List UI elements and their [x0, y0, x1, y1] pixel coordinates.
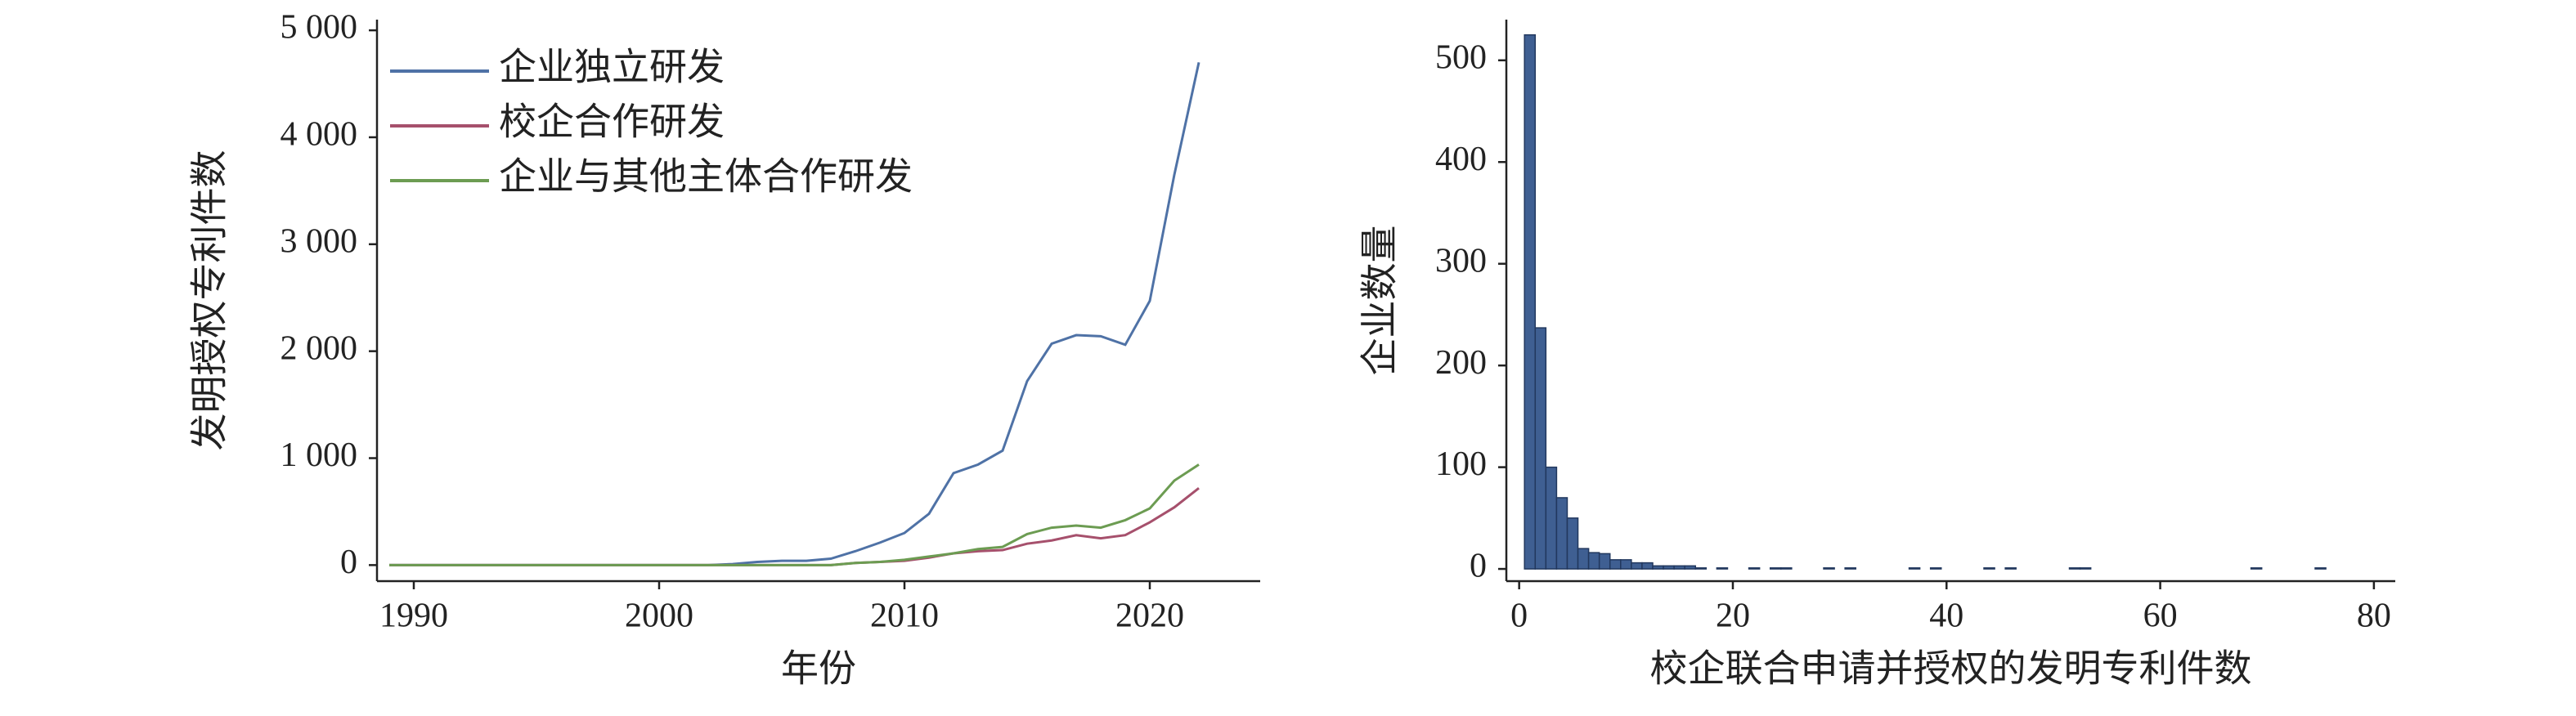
bar [2004, 567, 2017, 570]
y-tick-label: 4 000 [280, 116, 358, 154]
bar [1545, 466, 1558, 570]
y-tick-label: 2 000 [280, 329, 358, 367]
bar [1663, 565, 1675, 570]
bar [1684, 565, 1696, 570]
y-tick-label: 0 [1470, 548, 1487, 585]
bar [1566, 517, 1579, 570]
y-axis-label: 企业数量 [1359, 226, 1401, 376]
y-tick-label: 1 000 [280, 436, 358, 474]
y-tick-label: 500 [1435, 38, 1487, 76]
legend-label: 企业与其他主体合作研发 [499, 156, 913, 198]
x-tick-label: 2020 [1115, 597, 1184, 635]
x-axis-label: 年份 [781, 648, 856, 690]
y-tick-label: 200 [1435, 344, 1487, 382]
bar [1673, 565, 1685, 570]
y-tick-label: 100 [1435, 445, 1487, 483]
bar [1929, 567, 1942, 570]
bar [1780, 567, 1793, 570]
y-tick-label: 400 [1435, 141, 1487, 178]
bar [1908, 567, 1921, 570]
bar [2079, 567, 2092, 570]
bar [1577, 548, 1590, 570]
x-tick-label: 0 [1510, 597, 1528, 635]
bar [1844, 567, 1856, 570]
bar [1524, 34, 1537, 570]
x-tick-label: 60 [2143, 597, 2178, 635]
bar [1609, 559, 1622, 570]
bar [1555, 497, 1568, 570]
bar [2068, 567, 2081, 570]
bar [2250, 567, 2263, 570]
bar [1748, 567, 1761, 570]
bar [1983, 567, 1995, 570]
legend-label: 企业独立研发 [499, 47, 725, 88]
x-tick-label: 40 [1929, 597, 1963, 635]
x-tick-label: 80 [2357, 597, 2391, 635]
x-tick-label: 2010 [870, 597, 939, 635]
legend-label: 校企合作研发 [499, 101, 725, 143]
bar [1598, 553, 1611, 570]
y-tick-label: 0 [340, 544, 357, 581]
bar [2314, 567, 2327, 570]
bar [1641, 562, 1654, 570]
bar [1694, 567, 1708, 570]
bar [1823, 567, 1835, 570]
y-tick-label: 3 000 [280, 222, 358, 260]
bar [1631, 562, 1643, 570]
series-line [389, 463, 1200, 566]
y-tick-label: 5 000 [280, 9, 358, 47]
bar [1587, 552, 1600, 570]
x-tick-label: 1990 [379, 597, 448, 635]
x-tick-label: 2000 [625, 597, 693, 635]
x-tick-label: 20 [1716, 597, 1750, 635]
x-axis-label: 校企联合申请并授权的发明专利件数 [1650, 648, 2252, 690]
bar [1534, 327, 1547, 570]
bar [1652, 565, 1664, 570]
bar [1769, 567, 1782, 570]
y-axis-label: 发明授权专利件数 [189, 150, 231, 451]
bar [1620, 559, 1632, 570]
bar [1716, 567, 1729, 570]
y-tick-label: 300 [1435, 242, 1487, 280]
